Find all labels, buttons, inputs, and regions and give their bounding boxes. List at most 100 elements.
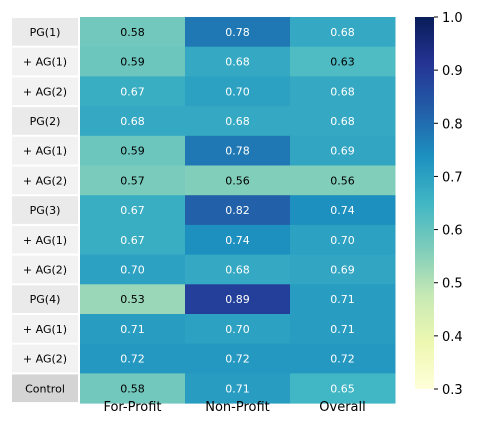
cell-value: 0.68	[330, 26, 355, 39]
cell-value: 0.59	[120, 56, 145, 69]
row-label: Control	[25, 382, 65, 395]
colorbar-tick-label: 0.4	[442, 330, 463, 345]
row-label-bg	[12, 166, 78, 195]
heatmap-cell	[80, 106, 186, 137]
row-label: + AG(1)	[23, 234, 67, 247]
heatmap-cell	[80, 17, 186, 48]
cell-value: 0.56	[225, 174, 250, 187]
cell-value: 0.69	[330, 263, 355, 276]
heatmap-cell	[290, 373, 396, 404]
cell-value: 0.68	[225, 115, 250, 128]
cell-value: 0.67	[120, 234, 145, 247]
colorbar-tick-label: 0.3	[442, 383, 463, 398]
row-label-bg	[12, 255, 78, 284]
column-labels: For-Profit Non-Profit Overall	[103, 400, 365, 415]
heatmap-cell	[185, 165, 291, 196]
cell-value: 0.71	[330, 293, 355, 306]
colorbar-tick-label: 1.0	[442, 11, 463, 26]
heatmap-cell	[290, 76, 396, 107]
row-label-bg	[12, 77, 78, 106]
cell-value: 0.71	[225, 382, 250, 395]
row-label: + AG(1)	[23, 56, 67, 69]
cell-value: 0.58	[120, 382, 145, 395]
row-label: PG(1)	[30, 26, 61, 39]
row-label-bg	[12, 374, 78, 403]
row-label: + AG(1)	[23, 145, 67, 158]
heatmap-cell	[185, 224, 291, 256]
heatmap-cell	[185, 314, 291, 345]
heatmap-cell	[290, 46, 396, 77]
cell-value: 0.67	[120, 85, 145, 98]
cell-value: 0.68	[330, 85, 355, 98]
cell-value: 0.65	[330, 382, 355, 395]
heatmap-cell	[185, 76, 291, 107]
cell-value: 0.68	[120, 115, 145, 128]
colorbar-gradient	[415, 17, 434, 389]
heatmap-cell	[290, 195, 396, 226]
row-label: + AG(2)	[23, 85, 67, 98]
row-label-bg	[12, 315, 78, 343]
colorbar-tick-label: 0.9	[442, 64, 463, 79]
heatmap-cell	[80, 314, 186, 345]
cell-value: 0.71	[330, 323, 355, 336]
cell-value: 0.68	[225, 56, 250, 69]
cell-value: 0.59	[120, 145, 145, 158]
column-label: Non-Profit	[205, 400, 270, 415]
heatmap-cell	[290, 165, 396, 196]
row-label-bg	[12, 136, 78, 165]
cell-value: 0.67	[120, 204, 145, 217]
heatmap-cell	[290, 284, 396, 315]
row-label-bg	[12, 47, 78, 76]
cell-value: 0.68	[225, 263, 250, 276]
row-label: PG(2)	[30, 115, 61, 128]
row-label: + AG(2)	[23, 174, 67, 187]
heatmap-cell	[290, 224, 396, 256]
cell-value: 0.69	[330, 145, 355, 158]
colorbar-tick-label: 0.7	[442, 170, 463, 185]
row-label-bg	[12, 107, 78, 135]
heatmap-cell	[185, 195, 291, 226]
heatmap-cell	[185, 46, 291, 77]
cell-value: 0.56	[330, 174, 355, 187]
cell-value: 0.74	[225, 234, 250, 247]
cell-value: 0.70	[330, 234, 355, 247]
heatmap-cell	[80, 373, 186, 404]
row-label: + AG(2)	[23, 353, 67, 366]
cell-value: 0.57	[120, 174, 145, 187]
column-label: For-Profit	[103, 400, 161, 415]
row-label-bg	[12, 344, 78, 373]
row-label: PG(4)	[30, 293, 61, 306]
row-label: + AG(1)	[23, 323, 67, 336]
row-label: PG(3)	[30, 204, 61, 217]
cell-value: 0.72	[330, 353, 355, 366]
heatmap-cell	[185, 254, 291, 285]
cell-value: 0.72	[225, 353, 250, 366]
heatmap-cell	[185, 17, 291, 48]
colorbar-tick-label: 0.6	[442, 224, 463, 239]
cell-value: 0.78	[225, 145, 250, 158]
cell-value: 0.53	[120, 293, 145, 306]
heatmap-cell	[185, 106, 291, 137]
row-label: + AG(2)	[23, 263, 67, 276]
cell-value: 0.89	[225, 293, 250, 306]
heatmap-cell	[80, 343, 186, 374]
row-label-bg	[12, 285, 78, 313]
cell-value: 0.63	[330, 56, 355, 69]
row-labels: PG(1) + AG(1) + AG(2) PG(2) + AG(1) + AG(2) PG…	[12, 18, 78, 403]
colorbar-tick-label: 0.5	[442, 277, 463, 292]
heatmap-cell	[80, 254, 186, 285]
heatmap-cell	[80, 284, 186, 315]
heatmap-cell	[290, 106, 396, 137]
heatmap-cell	[80, 46, 186, 77]
cell-value: 0.58	[120, 26, 145, 39]
cell-value: 0.71	[120, 323, 145, 336]
heatmap-cell	[80, 76, 186, 107]
row-label-bg	[12, 196, 78, 224]
colorbar-tick-label: 0.8	[442, 117, 463, 132]
cell-value: 0.72	[120, 353, 145, 366]
heatmap-cell	[80, 135, 186, 166]
cell-value: 0.70	[120, 263, 145, 276]
heatmap-cell	[185, 135, 291, 166]
heatmap-cell	[185, 284, 291, 315]
